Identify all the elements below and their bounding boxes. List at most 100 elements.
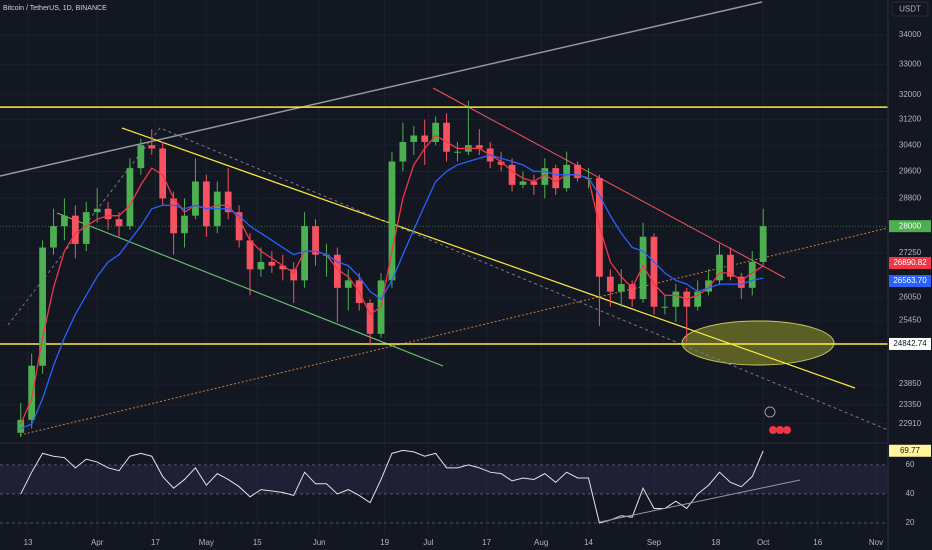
candle-body — [224, 191, 232, 213]
channel-line — [7, 127, 888, 431]
x-tick-label: 13 — [24, 538, 33, 547]
candle-body — [115, 219, 123, 227]
y-tick-label: 29600 — [899, 167, 922, 176]
ma-label-box — [889, 256, 931, 269]
event-icon — [783, 426, 791, 434]
grid — [0, 0, 888, 536]
x-tick-label: Jul — [423, 538, 433, 547]
candle-body — [574, 164, 581, 179]
y-tick-label: 23350 — [899, 400, 922, 409]
candle-body — [530, 181, 538, 185]
moving-average — [20, 134, 764, 425]
y-tick-label: 23850 — [899, 379, 922, 388]
x-tick-label: Jun — [313, 538, 326, 547]
candle-body — [50, 226, 57, 248]
candle-body — [28, 365, 36, 420]
candle-body — [563, 164, 571, 189]
candle-body — [170, 198, 177, 234]
y-tick-label: 32000 — [899, 90, 922, 99]
candle-body — [192, 181, 199, 216]
candle-body — [639, 236, 647, 300]
rsi-band — [0, 464, 888, 494]
candle-body — [181, 215, 188, 234]
x-tick-label: Aug — [534, 538, 548, 547]
candle-body — [650, 236, 658, 307]
candle-body — [344, 280, 352, 288]
x-tick-label: 17 — [482, 538, 491, 547]
candle-body — [202, 181, 210, 227]
candle-body — [519, 181, 527, 185]
chart-title: Bitcoin / TetherUS, 1D, BINANCE — [3, 5, 107, 12]
x-tick-label: 19 — [380, 538, 389, 547]
y-tick-label: 30400 — [899, 140, 922, 149]
candle-body — [661, 306, 669, 308]
candle-body — [333, 254, 341, 288]
rsi-tick-label: 40 — [906, 489, 915, 498]
candle-body — [694, 291, 702, 307]
candle-body — [61, 215, 68, 227]
rsi-label: 69.77 — [900, 446, 921, 455]
last-price-label: 28000 — [899, 221, 922, 230]
candle-body — [366, 302, 374, 334]
candle-body — [628, 284, 636, 300]
candle-body — [290, 269, 298, 281]
candle-body — [137, 145, 145, 169]
event-icon — [769, 426, 777, 434]
y-tick-label: 28800 — [899, 194, 922, 203]
x-tick-label: Sep — [647, 538, 662, 547]
x-tick-label: Nov — [869, 538, 883, 547]
candle-body — [508, 164, 516, 185]
level-label: 24842.74 — [893, 339, 927, 348]
x-tick-label: 17 — [151, 538, 160, 547]
candle-body — [421, 135, 429, 142]
candle-body — [552, 168, 560, 189]
rsi-label-box — [889, 444, 931, 457]
candle-body — [748, 261, 756, 288]
highlight-ellipse — [681, 320, 835, 366]
candle-body — [443, 122, 450, 152]
candle-body — [388, 161, 396, 281]
rsi-pane — [0, 449, 888, 524]
candle-body — [82, 212, 90, 244]
rsi-line — [20, 449, 764, 524]
rsi-tick-label: 20 — [906, 518, 915, 527]
candle-body — [705, 280, 712, 292]
event-icon — [776, 426, 784, 434]
event-icon — [764, 406, 776, 418]
candle-body — [301, 226, 308, 281]
x-tick-label: 18 — [711, 538, 720, 547]
candle-body — [716, 254, 723, 281]
price-axis: 34000 33000 32000 31200 30400 29600 28800 27250… — [889, 30, 931, 527]
candle-body — [93, 208, 101, 213]
candle-body — [71, 215, 79, 244]
y-tick-label: 33000 — [899, 59, 922, 68]
currency-box — [891, 1, 929, 17]
y-tick-label: 34000 — [899, 30, 922, 39]
candle-body — [432, 122, 440, 142]
trend-line — [432, 87, 786, 279]
candle-body — [279, 265, 287, 270]
candle-body — [126, 168, 134, 227]
candle-body — [312, 226, 319, 255]
ma-label-box — [889, 275, 931, 288]
candle-body — [268, 261, 276, 266]
price-pane — [0, 100, 888, 438]
candle-body — [246, 240, 254, 270]
candle-body — [727, 254, 734, 277]
candle-body — [541, 168, 549, 185]
y-tick-label: 26050 — [899, 292, 922, 301]
candle-body — [617, 284, 625, 292]
candle-body — [39, 247, 46, 366]
y-tick-label: 31200 — [899, 115, 922, 124]
trend-line — [19, 227, 888, 436]
x-tick-label: May — [199, 538, 214, 547]
candle-body — [454, 151, 461, 153]
candle-body — [497, 161, 505, 165]
x-tick-label: 15 — [253, 538, 262, 547]
level-label-box — [889, 337, 931, 350]
candle-body — [235, 212, 243, 241]
last-price-box — [889, 220, 931, 233]
candle-body — [148, 145, 156, 149]
